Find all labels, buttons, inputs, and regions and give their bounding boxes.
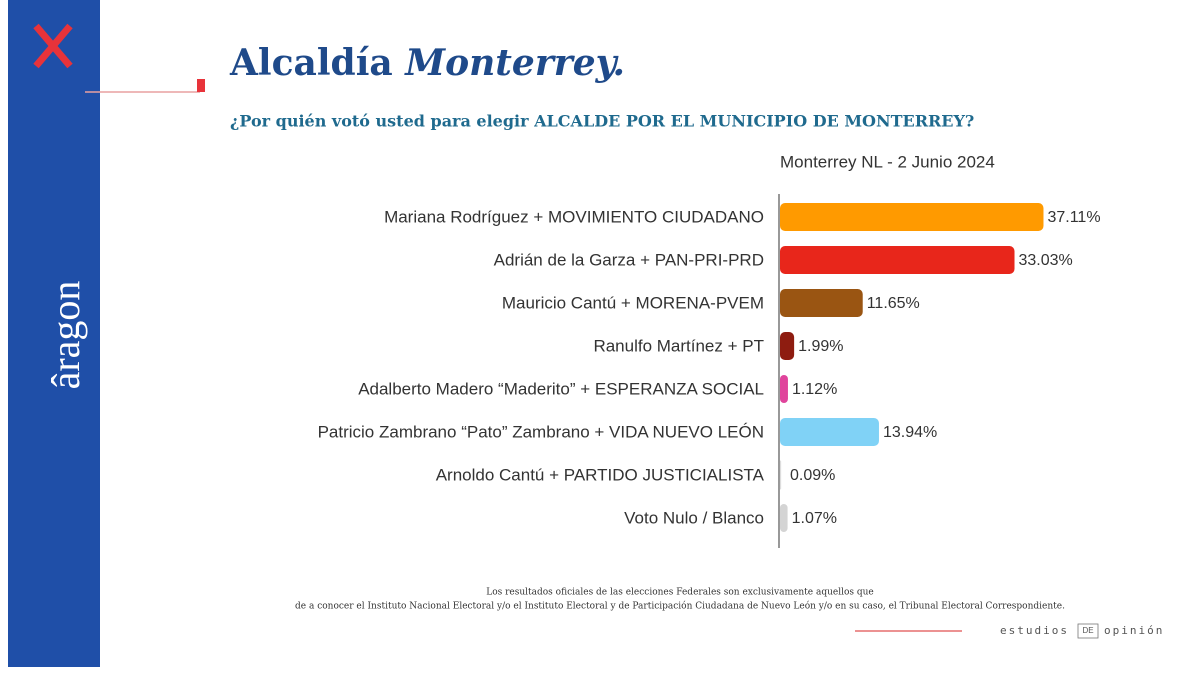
value-label: 13.94% <box>883 424 937 441</box>
bar <box>780 504 788 532</box>
title-emphasis: Monterrey. <box>403 42 625 84</box>
chart-subtitle: ¿Por quién votó usted para elegir ALCALD… <box>230 112 974 131</box>
bar <box>780 246 1015 274</box>
bar <box>780 289 863 317</box>
footer-note: de a conocer el Instituto Nacional Elect… <box>295 601 1065 612</box>
logo-x <box>33 23 73 69</box>
logo-text: âragon <box>43 281 88 390</box>
chart-caption: Monterrey NL - 2 Junio 2024 <box>780 152 995 171</box>
value-label: 1.07% <box>792 510 837 527</box>
category-label: Adalberto Madero “Maderito” + ESPERANZA … <box>358 379 764 398</box>
bar <box>779 460 782 490</box>
category-label: Mariana Rodríguez + MOVIMIENTO CIUDADANO <box>384 207 764 226</box>
bars: Mariana Rodríguez + MOVIMIENTO CIUDADANO… <box>318 203 1101 532</box>
footer-brand: opinión <box>1104 624 1164 637</box>
bar <box>780 375 788 403</box>
footer-brand: estudios <box>1000 624 1069 637</box>
chart-title: Alcaldía Monterrey. <box>229 42 625 84</box>
bar <box>780 203 1044 231</box>
value-label: 11.65% <box>867 295 920 312</box>
footer-brand: DE <box>1082 626 1093 635</box>
category-label: Ranulfo Martínez + PT <box>593 336 764 355</box>
category-label: Mauricio Cantú + MORENA-PVEM <box>502 293 764 312</box>
value-label: 1.99% <box>798 338 843 355</box>
sidebar <box>8 0 100 667</box>
footer-note: Los resultados oficiales de las eleccion… <box>486 588 874 598</box>
value-label: 1.12% <box>792 381 837 398</box>
value-label: 33.03% <box>1019 252 1073 269</box>
title-marker <box>197 79 205 92</box>
bar <box>780 332 795 360</box>
value-label: 37.11% <box>1047 209 1100 226</box>
value-label: 0.09% <box>790 467 835 484</box>
category-label: Adrián de la Garza + PAN-PRI-PRD <box>494 250 764 269</box>
bar <box>780 418 879 446</box>
category-label: Patricio Zambrano “Pato” Zambrano + VIDA… <box>318 422 764 441</box>
title-main: Alcaldía <box>229 42 393 84</box>
category-label: Arnoldo Cantú + PARTIDO JUSTICIALISTA <box>436 465 765 484</box>
category-label: Voto Nulo / Blanco <box>624 508 764 527</box>
footer-brand-box <box>1077 623 1099 639</box>
